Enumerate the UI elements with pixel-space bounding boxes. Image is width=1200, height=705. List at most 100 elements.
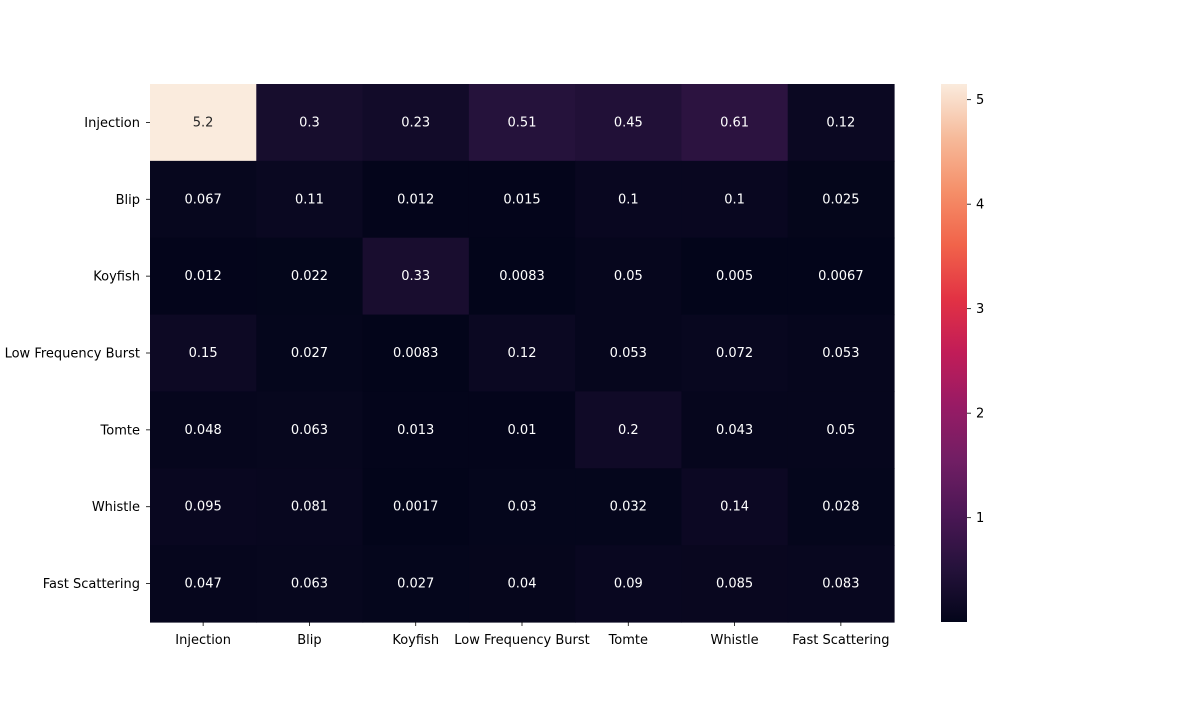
heatmap-cell-fast-scattering-injection xyxy=(150,545,257,623)
y-tick-label: Fast Scattering xyxy=(43,577,140,592)
heatmap-cell-blip-blip xyxy=(256,160,364,239)
cell-label: 0.095 xyxy=(185,500,222,515)
heatmap-cell-tomte-injection xyxy=(150,391,257,469)
heatmap-cell-injection-tomte xyxy=(575,84,683,162)
cell-label: 0.1 xyxy=(618,192,639,207)
colorbar-tick-label: 1 xyxy=(976,511,984,526)
cell-label: 0.2 xyxy=(618,423,639,438)
cell-label: 0.053 xyxy=(610,346,647,361)
cell-label: 0.12 xyxy=(508,346,537,361)
y-tick-label: Low Frequency Burst xyxy=(5,347,140,362)
cell-label: 0.1 xyxy=(724,192,745,207)
heatmap-cell-blip-whistle xyxy=(681,160,789,239)
cell-label: 0.0083 xyxy=(393,346,439,361)
cell-label: 0.063 xyxy=(291,577,328,592)
x-tick-label: Low Frequency Burst xyxy=(454,633,589,648)
heatmap-cell-injection-whistle xyxy=(681,84,789,162)
colorbar-tick-label: 3 xyxy=(976,302,984,317)
cell-label: 0.45 xyxy=(614,115,643,130)
cell-label: 0.0017 xyxy=(393,500,439,515)
y-axis: Injection Blip Koyfish Low Frequency Burst T… xyxy=(5,116,150,592)
colorbar: 1 2 3 4 5 xyxy=(941,84,984,622)
y-tick-label: Injection xyxy=(84,116,140,131)
heatmap-cell-low-frequency-burst-injection xyxy=(150,314,257,393)
heatmap-cell-injection-injection xyxy=(150,84,257,162)
cell-label: 0.14 xyxy=(720,500,749,515)
x-tick-label: Injection xyxy=(175,633,231,648)
y-tick-label: Whistle xyxy=(92,500,140,515)
heatmap-cell-koyfish-tomte xyxy=(575,237,683,316)
heatmap-cell-blip-tomte xyxy=(575,160,683,239)
heatmap-cell-low-frequency-burst-fast-scattering xyxy=(787,314,895,393)
cell-label: 0.013 xyxy=(397,423,434,438)
heatmap-cell-low-frequency-burst-koyfish xyxy=(362,314,470,393)
heatmap-cell-koyfish-koyfish xyxy=(362,237,470,316)
x-tick-label: Tomte xyxy=(608,633,648,648)
cell-label: 0.032 xyxy=(610,500,647,515)
x-tick-label: Blip xyxy=(297,633,321,648)
cell-label: 0.012 xyxy=(185,269,222,284)
cell-label: 0.027 xyxy=(291,346,328,361)
heatmap-cell-whistle-fast-scattering xyxy=(787,468,895,546)
heatmap-cells xyxy=(150,84,895,623)
cell-label: 0.0067 xyxy=(818,269,864,284)
heatmap-cell-low-frequency-burst-blip xyxy=(256,314,364,393)
cell-label: 0.043 xyxy=(716,423,753,438)
cell-label: 0.025 xyxy=(822,192,859,207)
cell-label: 0.12 xyxy=(826,115,855,130)
heatmap-cell-low-frequency-burst-whistle xyxy=(681,314,789,393)
y-tick-label: Tomte xyxy=(100,423,140,438)
cell-label: 0.11 xyxy=(295,192,324,207)
cell-label: 0.015 xyxy=(503,192,540,207)
heatmap-cell-whistle-injection xyxy=(150,468,257,546)
heatmap-cell-injection-blip xyxy=(256,84,364,162)
cell-label: 0.027 xyxy=(397,577,434,592)
heatmap-cell-low-frequency-burst-low-frequency-burst xyxy=(468,314,576,393)
x-tick-label: Fast Scattering xyxy=(792,633,889,648)
cell-label: 0.083 xyxy=(822,577,859,592)
cell-label: 0.063 xyxy=(291,423,328,438)
cell-label: 0.048 xyxy=(185,423,222,438)
heatmap-cell-whistle-blip xyxy=(256,468,364,546)
cell-label: 0.005 xyxy=(716,269,753,284)
heatmap-cell-tomte-fast-scattering xyxy=(787,391,895,469)
heatmap-cell-koyfish-fast-scattering xyxy=(787,237,895,316)
heatmap-cell-koyfish-injection xyxy=(150,237,257,316)
heatmap-cell-tomte-blip xyxy=(256,391,364,469)
heatmap-cell-whistle-koyfish xyxy=(362,468,470,546)
heatmap-cell-blip-injection xyxy=(150,160,257,239)
heatmap-cell-koyfish-blip xyxy=(256,237,364,316)
heatmap-cell-fast-scattering-blip xyxy=(256,545,364,623)
cell-label: 0.01 xyxy=(508,423,537,438)
heatmap-cell-tomte-whistle xyxy=(681,391,789,469)
heatmap-cell-fast-scattering-low-frequency-burst xyxy=(468,545,576,623)
cell-label: 0.05 xyxy=(614,269,643,284)
cell-label: 5.2 xyxy=(193,115,214,130)
cell-label: 0.053 xyxy=(822,346,859,361)
heatmap-cell-injection-fast-scattering xyxy=(787,84,895,162)
heatmap-cell-koyfish-low-frequency-burst xyxy=(468,237,576,316)
heatmap-cell-low-frequency-burst-tomte xyxy=(575,314,683,393)
heatmap-cell-whistle-low-frequency-burst xyxy=(468,468,576,546)
heatmap-cell-tomte-low-frequency-burst xyxy=(468,391,576,469)
y-tick-label: Koyfish xyxy=(93,270,140,285)
heatmap-cell-fast-scattering-koyfish xyxy=(362,545,470,623)
heatmap-cell-whistle-tomte xyxy=(575,468,683,546)
cell-label: 0.085 xyxy=(716,577,753,592)
cell-label: 0.15 xyxy=(189,346,218,361)
cell-label: 0.03 xyxy=(508,500,537,515)
cell-label: 0.067 xyxy=(185,192,222,207)
cell-label: 0.61 xyxy=(720,115,749,130)
heatmap-cell-koyfish-whistle xyxy=(681,237,789,316)
cell-label: 0.51 xyxy=(508,115,537,130)
y-tick-label: Blip xyxy=(116,193,140,208)
heatmap-cell-fast-scattering-tomte xyxy=(575,545,683,623)
colorbar-tick-label: 5 xyxy=(976,93,984,108)
cell-label: 0.047 xyxy=(185,577,222,592)
heatmap-cell-labels: 5.2 0.3 0.23 0.51 0.45 0.61 0.12 0.067 0.11 0.012… xyxy=(185,115,864,591)
x-axis: Injection Blip Koyfish Low Frequency Burst T… xyxy=(175,622,889,648)
cell-label: 0.04 xyxy=(508,577,537,592)
heatmap-cell-whistle-whistle xyxy=(681,468,789,546)
